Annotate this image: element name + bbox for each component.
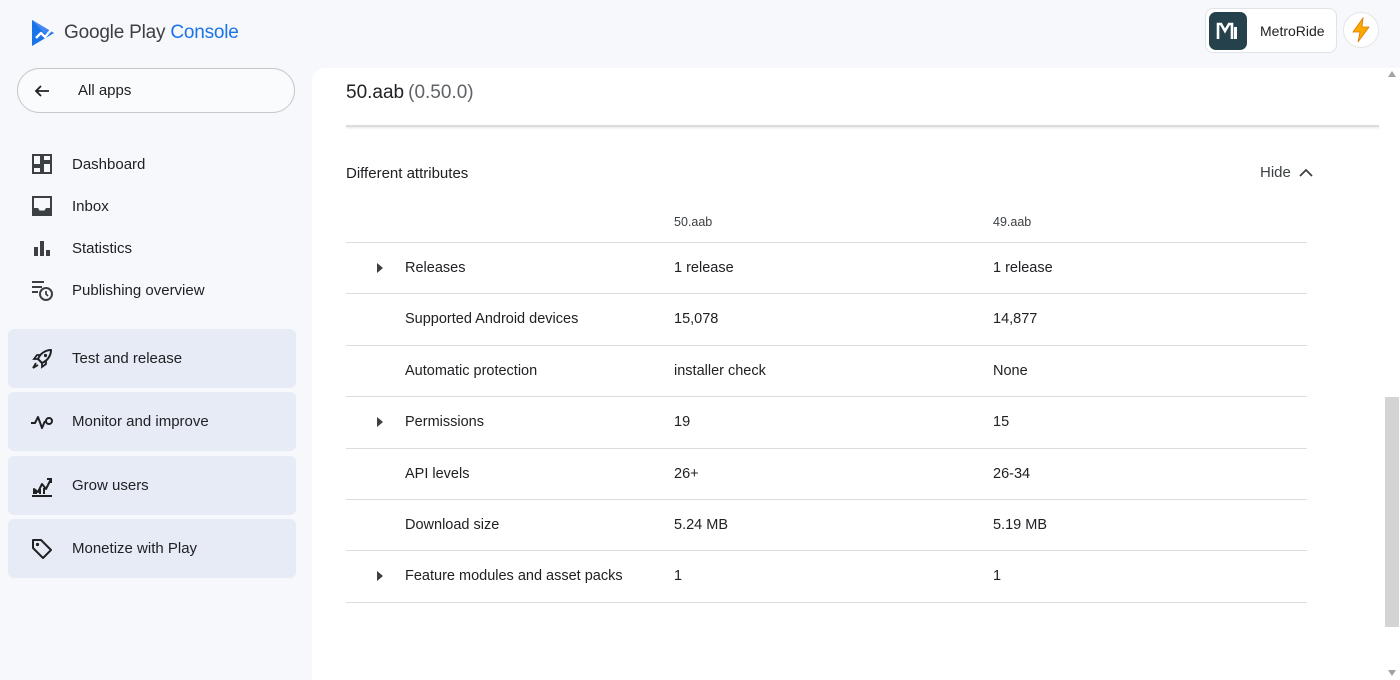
sidebar-item-label: Dashboard [72, 156, 145, 173]
sidebar-group-monitor-and-improve[interactable]: Monitor and improve [8, 392, 296, 451]
sidebar-item-label: Statistics [72, 240, 132, 257]
attribute-value-49: None [993, 363, 1028, 379]
sidebar-item-inbox[interactable]: Inbox [30, 193, 109, 219]
attribute-value-49: 5.19 MB [993, 517, 1047, 533]
sidebar-group-label: Monitor and improve [72, 413, 209, 430]
sidebar-item-dashboard[interactable]: Dashboard [30, 151, 145, 177]
play-console-logo[interactable]: Google Play Console [30, 18, 239, 48]
attributes-table: Releases 1 release 1 release Supported A… [346, 242, 1307, 603]
notifications-bolt-button[interactable] [1343, 12, 1379, 48]
page-title: 50.aab (0.50.0) [346, 82, 474, 104]
attribute-label: Releases [405, 260, 465, 276]
main-content: 50.aab (0.50.0) Different attributes Hide… [312, 68, 1400, 680]
sidebar-group-label: Grow users [72, 477, 149, 494]
scrollbar-thumb[interactable] [1385, 397, 1399, 627]
top-bar: Google Play Console MetroRide [0, 0, 1400, 68]
attribute-label: Permissions [405, 414, 484, 430]
tag-icon [30, 537, 54, 561]
scroll-down-arrow-icon[interactable] [1388, 670, 1396, 676]
expand-arrow-icon[interactable] [374, 416, 386, 428]
play-console-logo-icon [30, 18, 56, 48]
expand-arrow-icon[interactable] [374, 570, 386, 582]
attribute-label: Feature modules and asset packs [405, 568, 623, 584]
table-row-download-size: Download size 5.24 MB 5.19 MB [346, 500, 1307, 551]
hide-label: Hide [1260, 164, 1291, 181]
arrow-back-icon [33, 82, 51, 100]
hide-toggle-button[interactable]: Hide [1260, 164, 1313, 181]
sidebar-group-label: Test and release [72, 350, 182, 367]
publishing-overview-icon [30, 278, 54, 302]
attribute-value-49: 26-34 [993, 466, 1030, 482]
all-apps-button[interactable]: All apps [17, 68, 295, 113]
sidebar-item-label: Inbox [72, 198, 109, 215]
scroll-up-arrow-icon[interactable] [1388, 71, 1396, 77]
grow-users-icon [30, 474, 54, 498]
sidebar-item-statistics[interactable]: Statistics [30, 235, 132, 261]
attribute-label: Automatic protection [405, 363, 537, 379]
sidebar-group-monetize-with-play[interactable]: Monetize with Play [8, 519, 296, 578]
attribute-label: Supported Android devices [405, 311, 578, 327]
attribute-label: Download size [405, 517, 499, 533]
expand-arrow-icon[interactable] [374, 262, 386, 274]
header-divider [346, 125, 1379, 127]
attribute-value-49: 1 [993, 568, 1001, 584]
app-switcher[interactable]: MetroRide [1205, 8, 1337, 53]
sidebar-item-publishing-overview[interactable]: Publishing overview [30, 277, 205, 303]
sidebar-item-label: Publishing overview [72, 282, 205, 299]
page-title-version: (0.50.0) [408, 82, 473, 103]
attribute-value-49: 14,877 [993, 311, 1037, 327]
section-title: Different attributes [346, 165, 468, 182]
rocket-icon [30, 347, 54, 371]
sidebar-group-grow-users[interactable]: Grow users [8, 456, 296, 515]
logo-text: Google Play Console [64, 22, 239, 44]
table-row-feature-modules[interactable]: Feature modules and asset packs 1 1 [346, 551, 1307, 602]
sidebar-group-label: Monetize with Play [72, 540, 197, 557]
app-name: MetroRide [1260, 23, 1325, 39]
dashboard-icon [30, 152, 54, 176]
logo-text-google-play: Google Play [64, 22, 165, 43]
inbox-icon [30, 194, 54, 218]
table-row-automatic-protection: Automatic protection installer check Non… [346, 346, 1307, 397]
column-header-50-aab: 50.aab [674, 215, 712, 229]
chevron-up-icon [1299, 168, 1313, 177]
table-row-releases[interactable]: Releases 1 release 1 release [346, 243, 1307, 294]
attribute-value-50: 1 release [674, 260, 734, 276]
table-row-supported-devices: Supported Android devices 15,078 14,877 [346, 294, 1307, 345]
pulse-icon [30, 410, 54, 434]
column-header-49-aab: 49.aab [993, 215, 1031, 229]
attribute-value-50: 19 [674, 414, 690, 430]
lightning-bolt-icon [1351, 17, 1371, 43]
attribute-value-50: 1 [674, 568, 682, 584]
all-apps-label: All apps [78, 82, 131, 99]
attribute-value-50: 5.24 MB [674, 517, 728, 533]
sidebar-group-test-and-release[interactable]: Test and release [8, 329, 296, 388]
attribute-value-49: 15 [993, 414, 1009, 430]
metroride-logo-icon [1216, 21, 1240, 41]
attribute-value-49: 1 release [993, 260, 1053, 276]
page-title-name: 50.aab [346, 82, 404, 103]
attribute-value-50: 15,078 [674, 311, 718, 327]
app-icon [1209, 12, 1247, 50]
logo-text-console: Console [170, 22, 238, 43]
table-row-api-levels: API levels 26+ 26-34 [346, 449, 1307, 500]
statistics-icon [30, 236, 54, 260]
attribute-label: API levels [405, 466, 469, 482]
table-row-permissions[interactable]: Permissions 19 15 [346, 397, 1307, 448]
attribute-value-50: 26+ [674, 466, 699, 482]
attribute-value-50: installer check [674, 363, 766, 379]
